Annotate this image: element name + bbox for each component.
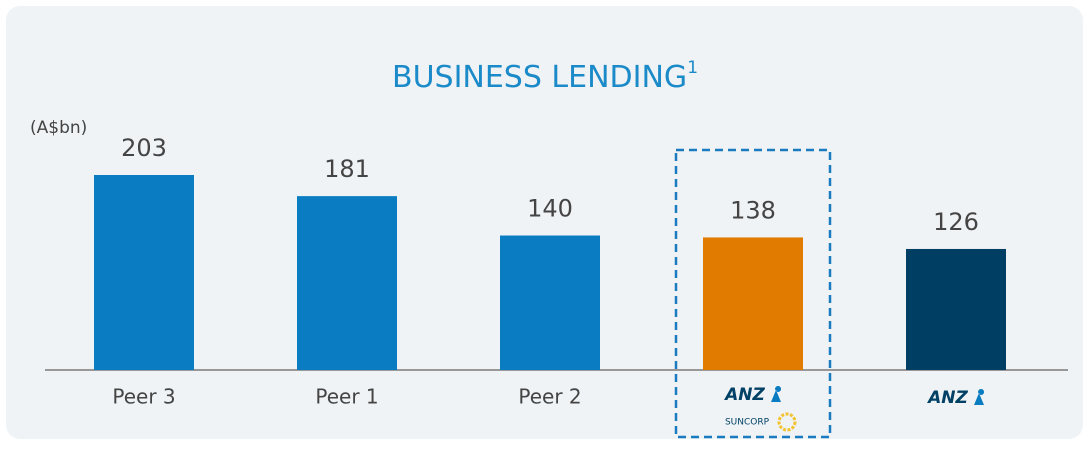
x-tick-label: Peer 3	[112, 385, 175, 409]
chart-title: BUSINESS LENDING1	[392, 58, 698, 95]
title-footnote: 1	[687, 58, 698, 78]
bar	[906, 248, 1006, 370]
logo-icon	[974, 389, 985, 405]
x-tick-label: Peer 2	[518, 385, 581, 409]
logo-partner: SUNCORP	[725, 418, 770, 428]
logo-brand: ANZ	[723, 385, 765, 405]
unit-label: (A$bn)	[30, 118, 87, 138]
bar	[500, 235, 600, 370]
logo-icon	[771, 386, 782, 402]
value-label: 203	[121, 134, 167, 162]
bar	[703, 237, 803, 370]
value-label: 126	[933, 208, 979, 236]
value-label: 140	[527, 195, 573, 223]
logo-brand: ANZ	[926, 388, 968, 408]
logo-sun	[777, 412, 797, 432]
value-label: 138	[730, 196, 776, 224]
x-tick-label: Peer 1	[315, 385, 378, 409]
bar	[94, 175, 194, 370]
bar	[297, 196, 397, 370]
panel	[6, 6, 1083, 439]
title-text: BUSINESS LENDING	[392, 60, 687, 95]
value-label: 181	[324, 155, 370, 183]
